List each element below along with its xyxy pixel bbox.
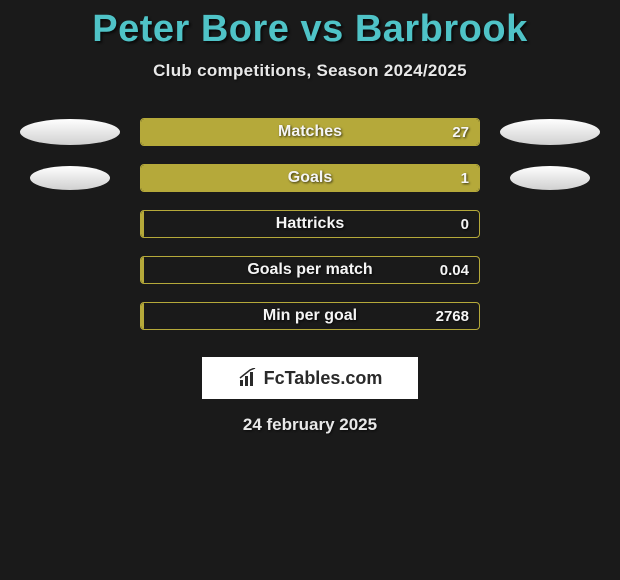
stat-label: Min per goal	[263, 307, 357, 325]
stat-bar: Goals 1	[140, 164, 480, 192]
stat-label: Goals per match	[247, 261, 372, 279]
avatar-spacer	[500, 303, 600, 329]
stat-label: Goals	[288, 169, 332, 187]
left-avatar	[20, 119, 120, 145]
stat-value-right: 2768	[436, 308, 469, 325]
bar-fill-left	[141, 303, 144, 329]
stat-bar: Hattricks 0	[140, 210, 480, 238]
avatar-spacer	[20, 211, 120, 237]
stat-row: Goals per match 0.04	[0, 247, 620, 293]
stat-value-right: 27	[452, 124, 469, 141]
avatar-spacer	[500, 257, 600, 283]
stat-row: Goals 1	[0, 155, 620, 201]
stat-value-right: 0.04	[440, 262, 469, 279]
stat-label: Matches	[278, 123, 342, 141]
bar-fill-left	[141, 257, 144, 283]
bar-fill-left	[141, 211, 144, 237]
right-avatar	[500, 119, 600, 145]
stat-value-right: 1	[461, 170, 469, 187]
avatar-spacer	[20, 303, 120, 329]
source-logo: FcTables.com	[202, 357, 418, 399]
avatar-spacer	[20, 257, 120, 283]
comparison-title: Peter Bore vs Barbrook	[0, 0, 620, 51]
stats-container: Matches 27 Goals 1 Hattricks 0 Goals per	[0, 109, 620, 339]
stat-bar: Min per goal 2768	[140, 302, 480, 330]
right-avatar	[510, 166, 590, 190]
logo-text: FcTables.com	[264, 368, 383, 389]
stat-label: Hattricks	[276, 215, 344, 233]
stat-row: Hattricks 0	[0, 201, 620, 247]
stat-bar: Matches 27	[140, 118, 480, 146]
avatar-spacer	[500, 211, 600, 237]
stat-row: Matches 27	[0, 109, 620, 155]
bar-chart-icon	[238, 368, 258, 388]
stat-value-right: 0	[461, 216, 469, 233]
left-avatar	[30, 166, 110, 190]
comparison-subtitle: Club competitions, Season 2024/2025	[0, 61, 620, 81]
date-line: 24 february 2025	[0, 415, 620, 435]
stat-row: Min per goal 2768	[0, 293, 620, 339]
stat-bar: Goals per match 0.04	[140, 256, 480, 284]
